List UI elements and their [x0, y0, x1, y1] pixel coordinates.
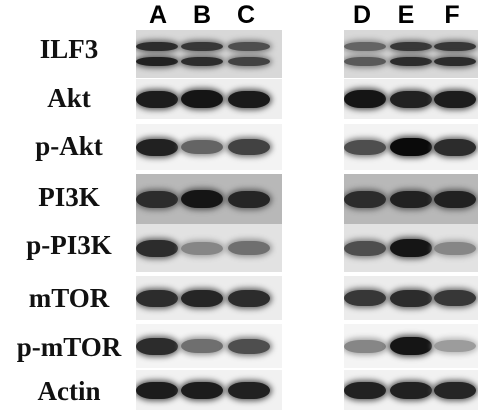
- blot-panel-actin-right: [344, 370, 478, 410]
- band-akt-a: [136, 90, 178, 108]
- lane-label-d: D: [352, 1, 372, 29]
- band-p-akt-f: [434, 138, 476, 156]
- band-p-akt-d: [344, 139, 386, 155]
- row-label-mtor: mTOR: [28, 283, 110, 313]
- row-label-pi3k: PI3K: [38, 182, 100, 212]
- band-ilf3-a-lower: [136, 56, 178, 66]
- blot-panel-p-pi3k-left: [136, 224, 282, 272]
- band-mtor-e: [390, 289, 432, 307]
- row-label-p-akt: p-Akt: [35, 131, 103, 161]
- band-p-akt-a: [136, 138, 178, 156]
- band-p-pi3k-a: [136, 239, 178, 257]
- band-ilf3-b-lower: [181, 56, 223, 66]
- band-actin-c: [228, 381, 270, 399]
- blot-panel-p-pi3k-right: [344, 224, 478, 272]
- band-ilf3-c-lower: [228, 56, 270, 66]
- row-label-ilf3: ILF3: [39, 34, 99, 64]
- band-ilf3-d-upper: [344, 41, 386, 51]
- band-p-pi3k-c: [228, 241, 270, 255]
- band-akt-c: [228, 90, 270, 108]
- band-p-mtor-d: [344, 339, 386, 353]
- row-label-p-mtor: p-mTOR: [16, 332, 122, 362]
- band-actin-d: [344, 381, 386, 399]
- band-pi3k-e: [390, 190, 432, 208]
- lane-label-a: A: [148, 1, 168, 29]
- blot-panel-p-akt-right: [344, 124, 478, 170]
- band-akt-e: [390, 90, 432, 108]
- band-ilf3-f-lower: [434, 56, 476, 66]
- band-actin-f: [434, 381, 476, 399]
- blot-panel-ilf3-left: [136, 30, 282, 78]
- blot-panel-pi3k-right: [344, 174, 478, 224]
- band-pi3k-a: [136, 190, 178, 208]
- blot-panel-p-mtor-right: [344, 324, 478, 368]
- lane-label-c: C: [236, 1, 256, 29]
- band-actin-a: [136, 381, 178, 399]
- lane-label-e: E: [397, 1, 415, 29]
- row-label-akt: Akt: [47, 83, 91, 113]
- band-pi3k-f: [434, 190, 476, 208]
- band-actin-b: [181, 381, 223, 399]
- blot-panel-mtor-right: [344, 276, 478, 320]
- lane-label-b: B: [192, 1, 212, 29]
- band-p-pi3k-f: [434, 241, 476, 255]
- band-p-akt-e: [390, 138, 432, 156]
- band-p-akt-b: [181, 140, 223, 154]
- band-p-pi3k-e: [390, 239, 432, 257]
- band-p-mtor-f: [434, 340, 476, 352]
- band-pi3k-c: [228, 190, 270, 208]
- band-p-mtor-c: [228, 338, 270, 354]
- band-p-mtor-e: [390, 337, 432, 355]
- row-label-actin: Actin: [37, 376, 101, 406]
- lane-label-f: F: [444, 1, 460, 29]
- blot-panel-actin-left: [136, 370, 282, 410]
- band-mtor-f: [434, 290, 476, 306]
- blot-panel-akt-left: [136, 79, 282, 119]
- band-mtor-b: [181, 289, 223, 307]
- band-mtor-d: [344, 290, 386, 306]
- band-mtor-c: [228, 289, 270, 307]
- band-ilf3-a-upper: [136, 41, 178, 51]
- blot-panel-mtor-left: [136, 276, 282, 320]
- blot-panel-p-akt-left: [136, 124, 282, 170]
- blot-panel-pi3k-left: [136, 174, 282, 224]
- blot-panel-akt-right: [344, 79, 478, 119]
- band-pi3k-d: [344, 190, 386, 208]
- band-ilf3-e-upper: [390, 41, 432, 51]
- band-p-pi3k-b: [181, 241, 223, 255]
- band-akt-d: [344, 90, 386, 108]
- band-p-mtor-a: [136, 337, 178, 355]
- blot-panel-p-mtor-left: [136, 324, 282, 368]
- band-pi3k-b: [181, 190, 223, 208]
- band-p-mtor-b: [181, 339, 223, 353]
- band-ilf3-b-upper: [181, 41, 223, 51]
- band-ilf3-d-lower: [344, 56, 386, 66]
- band-p-akt-c: [228, 139, 270, 155]
- row-label-p-pi3k: p-PI3K: [26, 230, 112, 260]
- band-ilf3-f-upper: [434, 41, 476, 51]
- band-ilf3-c-upper: [228, 41, 270, 51]
- band-ilf3-e-lower: [390, 56, 432, 66]
- band-akt-b: [181, 90, 223, 108]
- band-mtor-a: [136, 289, 178, 307]
- band-akt-f: [434, 90, 476, 108]
- band-p-pi3k-d: [344, 240, 386, 256]
- blot-panel-ilf3-right: [344, 30, 478, 78]
- band-actin-e: [390, 381, 432, 399]
